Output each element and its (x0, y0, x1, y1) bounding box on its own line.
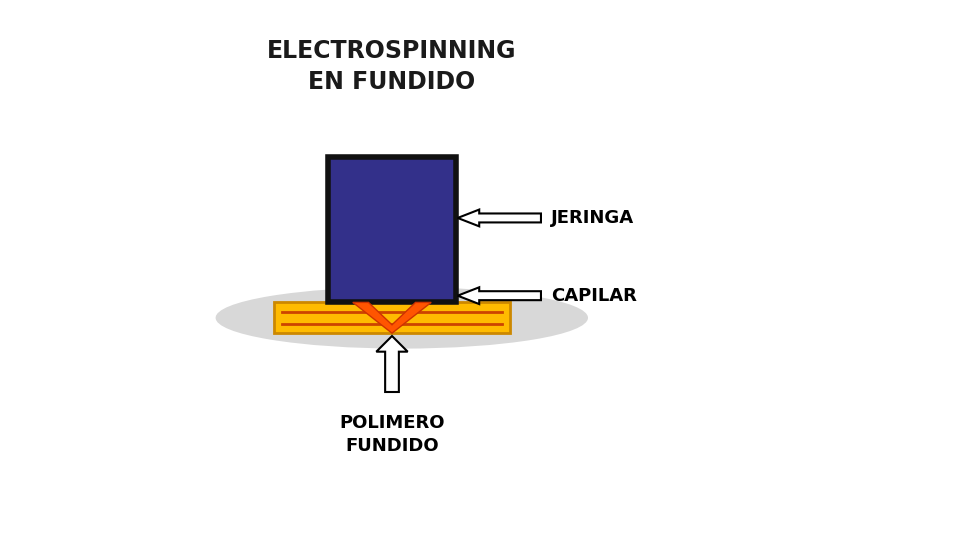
Text: CAPILAR: CAPILAR (551, 287, 637, 305)
Ellipse shape (216, 287, 588, 348)
Polygon shape (353, 302, 431, 333)
Bar (328, 157, 456, 302)
Text: ELECTROSPINNING
EN FUNDIDO: ELECTROSPINNING EN FUNDIDO (268, 39, 516, 94)
Text: JERINGA: JERINGA (551, 209, 634, 227)
Polygon shape (376, 336, 408, 392)
Polygon shape (458, 209, 541, 226)
Polygon shape (458, 287, 541, 304)
Text: POLIMERO
FUNDIDO: POLIMERO FUNDIDO (339, 414, 445, 455)
Bar (274, 302, 510, 333)
